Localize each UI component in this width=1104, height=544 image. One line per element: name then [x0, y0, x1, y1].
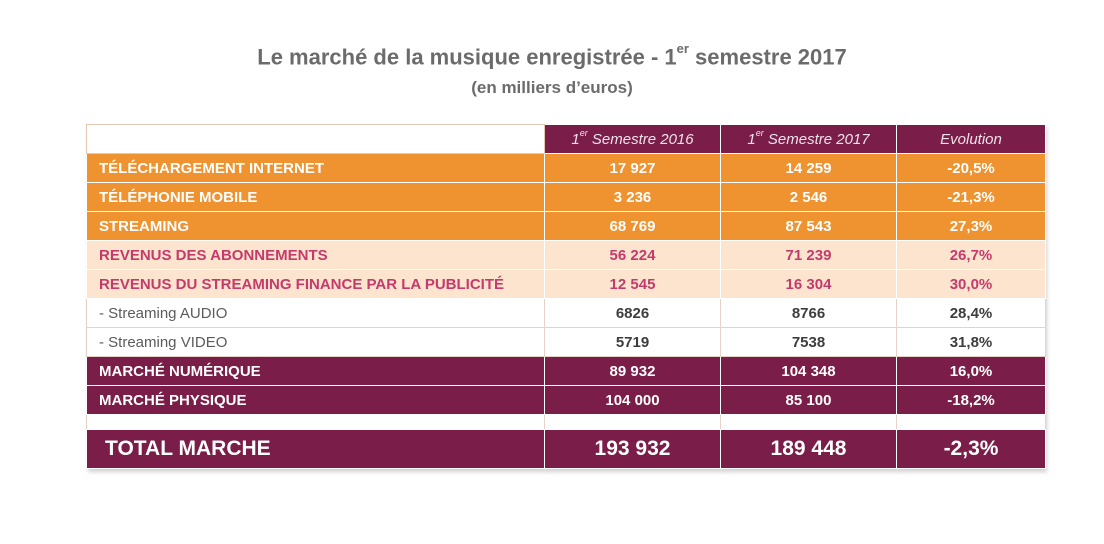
row-value-2017: 16 304 — [720, 269, 897, 299]
row-value-2017: 8766 — [720, 298, 897, 328]
row-evolution: 30,0% — [896, 269, 1046, 299]
row-value-2016: 56 224 — [544, 240, 721, 270]
spacer-cell — [720, 414, 897, 430]
title-rest: semestre 2017 — [688, 44, 847, 70]
row-evolution: 26,7% — [896, 240, 1046, 270]
total-value-2017: 189 448 — [720, 429, 897, 469]
row-value-2016: 89 932 — [544, 356, 721, 386]
row-value-2016: 12 545 — [544, 269, 721, 299]
row-evolution: 16,0% — [896, 356, 1046, 386]
row-value-2016: 68 769 — [544, 211, 721, 241]
row-label: REVENUS DU STREAMING FINANCE PAR LA PUBL… — [86, 269, 545, 299]
table-row-marche-physique: MARCHÉ PHYSIQUE 104 000 85 100 -18,2% — [86, 385, 1046, 415]
row-label: - Streaming AUDIO — [86, 298, 545, 328]
row-value-2017: 2 546 — [720, 182, 897, 212]
table-row-streaming: STREAMING 68 769 87 543 27,3% — [86, 211, 1046, 241]
page-title: Le marché de la musique enregistrée - 1e… — [0, 41, 1104, 70]
total-value-2016: 193 932 — [544, 429, 721, 469]
spacer-cell — [896, 414, 1046, 430]
row-value-2016: 6826 — [544, 298, 721, 328]
market-table: 1er Semestre 2016 1er Semestre 2017 Evol… — [86, 124, 1046, 469]
table-header-row: 1er Semestre 2016 1er Semestre 2017 Evol… — [86, 124, 1046, 154]
row-evolution: 27,3% — [896, 211, 1046, 241]
table-row-telechargement: TÉLÉCHARGEMENT INTERNET 17 927 14 259 -2… — [86, 153, 1046, 183]
table-row-marche-numerique: MARCHÉ NUMÉRIQUE 89 932 104 348 16,0% — [86, 356, 1046, 386]
row-value-2016: 17 927 — [544, 153, 721, 183]
row-label: - Streaming VIDEO — [86, 327, 545, 357]
title-main: Le marché de la musique enregistrée - 1 — [257, 44, 677, 70]
row-evolution: -18,2% — [896, 385, 1046, 415]
spacer-cell — [544, 414, 721, 430]
total-evolution: -2,3% — [896, 429, 1046, 469]
spacer-cell — [86, 414, 545, 430]
row-label: MARCHÉ NUMÉRIQUE — [86, 356, 545, 386]
row-label: REVENUS DES ABONNEMENTS — [86, 240, 545, 270]
table-row-total: TOTAL MARCHE 193 932 189 448 -2,3% — [86, 429, 1046, 469]
row-evolution: -21,3% — [896, 182, 1046, 212]
row-value-2016: 104 000 — [544, 385, 721, 415]
row-label: TÉLÉPHONIE MOBILE — [86, 182, 545, 212]
row-value-2017: 71 239 — [720, 240, 897, 270]
table-spacer-row — [86, 414, 1046, 430]
header-semestre-2016: 1er Semestre 2016 — [544, 124, 721, 154]
header-semestre-2017: 1er Semestre 2017 — [720, 124, 897, 154]
row-label: MARCHÉ PHYSIQUE — [86, 385, 545, 415]
row-value-2017: 104 348 — [720, 356, 897, 386]
row-value-2016: 3 236 — [544, 182, 721, 212]
table-row-abonnements: REVENUS DES ABONNEMENTS 56 224 71 239 26… — [86, 240, 1046, 270]
row-value-2017: 87 543 — [720, 211, 897, 241]
row-value-2017: 14 259 — [720, 153, 897, 183]
table-row-streaming-video: - Streaming VIDEO 5719 7538 31,8% — [86, 327, 1046, 357]
row-label: TÉLÉCHARGEMENT INTERNET — [86, 153, 545, 183]
row-value-2017: 85 100 — [720, 385, 897, 415]
row-evolution: -20,5% — [896, 153, 1046, 183]
row-label: STREAMING — [86, 211, 545, 241]
table-row-publicite: REVENUS DU STREAMING FINANCE PAR LA PUBL… — [86, 269, 1046, 299]
header-evolution: Evolution — [896, 124, 1046, 154]
header-blank-cell — [86, 124, 545, 154]
row-value-2016: 5719 — [544, 327, 721, 357]
title-superscript: er — [676, 41, 689, 56]
title-block: Le marché de la musique enregistrée - 1e… — [0, 41, 1104, 98]
row-evolution: 31,8% — [896, 327, 1046, 357]
page-subtitle: (en milliers d’euros) — [471, 78, 633, 98]
table-row-streaming-audio: - Streaming AUDIO 6826 8766 28,4% — [86, 298, 1046, 328]
table-row-telephonie: TÉLÉPHONIE MOBILE 3 236 2 546 -21,3% — [86, 182, 1046, 212]
row-value-2017: 7538 — [720, 327, 897, 357]
total-label: TOTAL MARCHE — [86, 429, 545, 469]
market-table-container: 1er Semestre 2016 1er Semestre 2017 Evol… — [86, 124, 1046, 469]
row-evolution: 28,4% — [896, 298, 1046, 328]
